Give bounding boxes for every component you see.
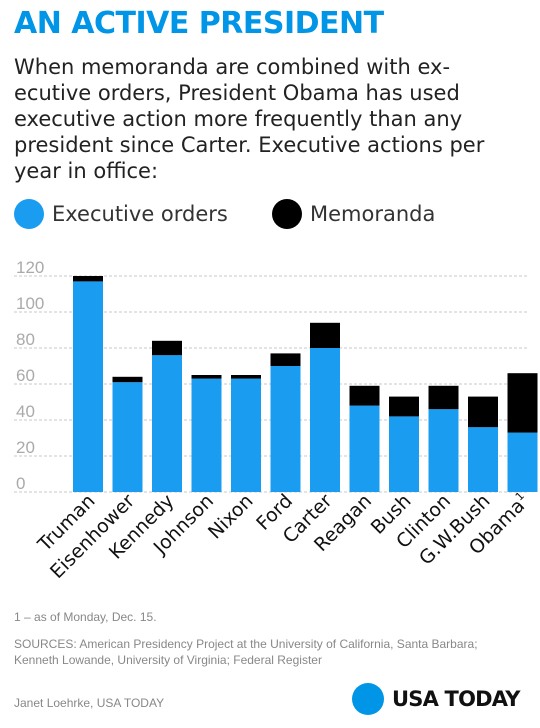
bar-executive-orders bbox=[73, 281, 103, 492]
legend-label-memoranda: Memoranda bbox=[310, 202, 436, 226]
bar-executive-orders bbox=[112, 382, 143, 492]
bar-memoranda bbox=[191, 375, 222, 379]
bar-memoranda bbox=[270, 353, 301, 366]
legend-item-executive-orders: Executive orders bbox=[14, 198, 228, 230]
x-tick-label-text: Nixon bbox=[204, 490, 258, 544]
y-tick-label: 80 bbox=[16, 330, 35, 349]
bar-executive-orders bbox=[152, 355, 182, 492]
usa-today-logo: USA TODAY bbox=[352, 683, 520, 715]
y-tick-label: 20 bbox=[16, 438, 35, 457]
bar-memoranda bbox=[231, 375, 261, 379]
bar-executive-orders bbox=[270, 366, 301, 492]
y-tick-label: 100 bbox=[16, 294, 44, 313]
chart-title: AN ACTIVE PRESIDENT bbox=[14, 6, 384, 41]
bar-memoranda bbox=[349, 385, 380, 406]
bar-memoranda bbox=[468, 396, 498, 428]
bar-memoranda bbox=[428, 385, 459, 410]
bar-executive-orders bbox=[349, 405, 380, 492]
footnote: 1 – as of Monday, Dec. 15. bbox=[14, 610, 157, 624]
bar-executive-orders bbox=[468, 427, 498, 492]
sources: SOURCES: American Presidency Project at … bbox=[14, 637, 478, 667]
y-tick-label: 40 bbox=[16, 402, 35, 421]
credit: Janet Loehrke, USA TODAY bbox=[14, 696, 165, 710]
legend-item-memoranda: Memoranda bbox=[272, 198, 435, 230]
x-tick-label: Nixon bbox=[204, 490, 258, 544]
bar-executive-orders bbox=[310, 348, 340, 492]
y-tick-label: 0 bbox=[16, 474, 25, 493]
bar-executive-orders bbox=[389, 416, 419, 492]
bar-chart: 020406080100120TrumanEisenhowerKennedyJo… bbox=[14, 258, 538, 583]
bar-memoranda bbox=[73, 276, 103, 282]
y-tick-label: 60 bbox=[16, 366, 35, 385]
bar-executive-orders bbox=[231, 378, 261, 492]
y-tick-label: 120 bbox=[16, 258, 44, 277]
legend-label-executive-orders: Executive orders bbox=[52, 202, 228, 226]
bar-memoranda bbox=[389, 396, 419, 417]
bar-memoranda bbox=[112, 376, 143, 383]
bar-executive-orders bbox=[191, 378, 222, 492]
logo-text: USA TODAY bbox=[392, 687, 520, 711]
legend-swatch-executive-orders bbox=[14, 199, 44, 229]
bar-executive-orders bbox=[507, 432, 538, 492]
legend-swatch-memoranda bbox=[272, 199, 302, 229]
chart-subtitle: When memoranda are combined with ex-ecut… bbox=[14, 55, 485, 183]
bar-memoranda bbox=[507, 373, 538, 433]
bar-memoranda bbox=[310, 322, 340, 348]
logo-dot-icon bbox=[352, 683, 384, 715]
bar-memoranda bbox=[152, 340, 182, 356]
bar-executive-orders bbox=[428, 409, 459, 492]
